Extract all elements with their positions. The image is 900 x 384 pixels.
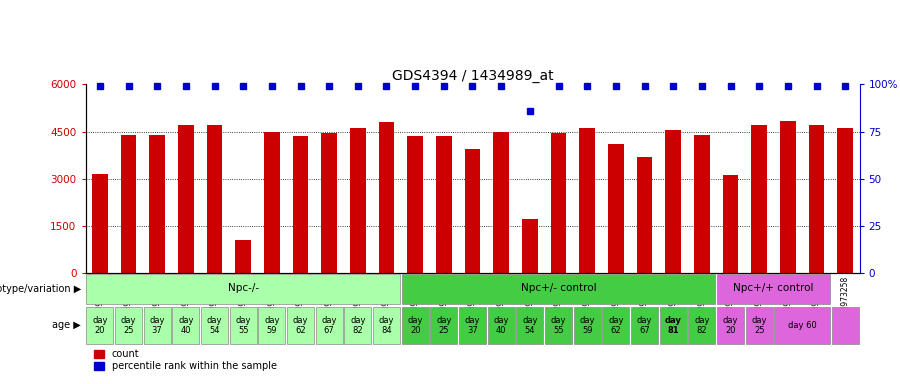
Text: day
59: day 59	[264, 316, 280, 335]
Text: day
84: day 84	[379, 316, 394, 335]
Bar	[401, 307, 428, 344]
Bar	[832, 307, 859, 344]
Text: day
81: day 81	[665, 316, 681, 335]
Text: age ▶: age ▶	[52, 320, 81, 331]
Text: day
37: day 37	[149, 316, 165, 335]
Text: day
54: day 54	[522, 316, 537, 335]
Bar	[345, 307, 372, 344]
Bar	[401, 274, 716, 304]
Text: genotype/variation ▶: genotype/variation ▶	[0, 284, 81, 294]
Text: day
82: day 82	[350, 316, 365, 335]
Bar	[723, 175, 738, 273]
Bar	[545, 307, 572, 344]
Bar	[631, 307, 658, 344]
Bar	[774, 307, 830, 344]
Text: day
25: day 25	[752, 316, 767, 335]
Bar	[780, 121, 796, 273]
Text: day
59: day 59	[580, 316, 595, 335]
Text: day
40: day 40	[493, 316, 508, 335]
Bar	[608, 144, 624, 273]
Bar	[230, 307, 256, 344]
Bar	[837, 128, 853, 273]
Bar	[379, 122, 394, 273]
Text: day
82: day 82	[694, 316, 709, 335]
Bar	[717, 307, 744, 344]
Bar	[115, 307, 142, 344]
Text: Npc+/+ control: Npc+/+ control	[734, 283, 814, 293]
Bar	[694, 135, 710, 273]
Text: day
62: day 62	[608, 316, 624, 335]
Bar	[688, 307, 716, 344]
Bar	[321, 133, 337, 273]
Bar	[316, 307, 343, 344]
Title: GDS4394 / 1434989_at: GDS4394 / 1434989_at	[392, 70, 554, 83]
Bar	[522, 219, 537, 273]
Bar	[149, 135, 165, 273]
Bar	[373, 307, 400, 344]
Bar	[201, 307, 228, 344]
Text: day
62: day 62	[292, 316, 308, 335]
Bar	[235, 240, 251, 273]
Bar	[752, 125, 767, 273]
Text: day
55: day 55	[551, 316, 566, 335]
Bar	[464, 149, 481, 273]
Text: day
40: day 40	[178, 316, 194, 335]
Bar	[258, 307, 285, 344]
Bar	[660, 307, 687, 344]
Bar	[173, 307, 199, 344]
Text: day 60: day 60	[788, 321, 816, 330]
Bar	[459, 307, 486, 344]
Bar	[717, 274, 830, 304]
Text: Npc-/-: Npc-/-	[228, 283, 258, 293]
Bar	[292, 136, 309, 273]
Bar	[517, 307, 544, 344]
Text: day
67: day 67	[321, 316, 337, 335]
Bar	[488, 307, 515, 344]
Bar	[408, 136, 423, 273]
Bar	[264, 131, 280, 273]
Bar	[121, 135, 137, 273]
Text: day
20: day 20	[408, 316, 423, 335]
Bar	[808, 125, 824, 273]
Bar	[144, 307, 171, 344]
Bar	[551, 133, 566, 273]
Text: day
54: day 54	[207, 316, 222, 335]
Text: Npc+/- control: Npc+/- control	[521, 283, 597, 293]
Bar	[493, 131, 509, 273]
Legend: count, percentile rank within the sample: count, percentile rank within the sample	[90, 346, 281, 375]
Text: day
67: day 67	[637, 316, 652, 335]
Text: day
20: day 20	[723, 316, 738, 335]
Text: day
25: day 25	[436, 316, 452, 335]
Bar	[746, 307, 772, 344]
Bar	[350, 128, 365, 273]
Text: day
20: day 20	[92, 316, 108, 335]
Text: day
25: day 25	[121, 316, 136, 335]
Text: day
37: day 37	[464, 316, 481, 335]
Bar	[178, 125, 194, 273]
Bar	[207, 125, 222, 273]
Bar	[580, 128, 595, 273]
Bar	[665, 130, 681, 273]
Bar	[287, 307, 314, 344]
Bar	[636, 157, 652, 273]
Bar	[86, 307, 113, 344]
Text: day
55: day 55	[236, 316, 251, 335]
Bar	[573, 307, 600, 344]
Bar	[86, 274, 400, 304]
Bar	[436, 136, 452, 273]
Bar	[430, 307, 457, 344]
Bar	[92, 174, 108, 273]
Bar	[602, 307, 629, 344]
